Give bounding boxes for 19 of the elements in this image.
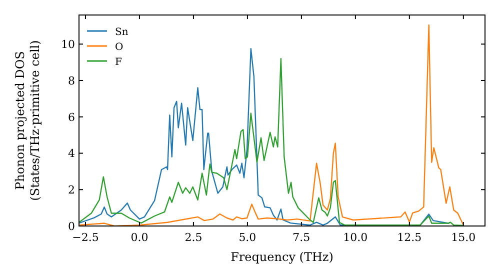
x-tick-label: 5.0	[238, 231, 256, 244]
y-tick-label: 8	[68, 74, 75, 88]
x-tick-label: 15.0	[451, 231, 476, 244]
x-tick-label: 12.5	[397, 231, 422, 244]
legend-label: F	[115, 57, 122, 68]
y-tick-label: 10	[61, 38, 75, 52]
y-tick-label: 0	[68, 220, 75, 233]
x-tick-label: 7.5	[292, 231, 310, 244]
x-axis-title: Frequency (THz)	[230, 250, 334, 264]
y-tick-label: 4	[68, 147, 75, 160]
legend-label: Sn	[115, 27, 129, 38]
x-tick-label: 2.5	[184, 231, 202, 244]
legend-label: O	[115, 42, 124, 53]
x-tick-label: −2.5	[72, 231, 99, 244]
y-tick-label: 6	[68, 110, 75, 124]
x-tick-label: 10.0	[343, 231, 368, 244]
y-tick-label: 2	[68, 184, 75, 197]
y-axis-title: Phonon projected DOS (States/THz·primitive cell)	[13, 40, 42, 201]
x-tick-label: 0.0	[130, 231, 148, 244]
